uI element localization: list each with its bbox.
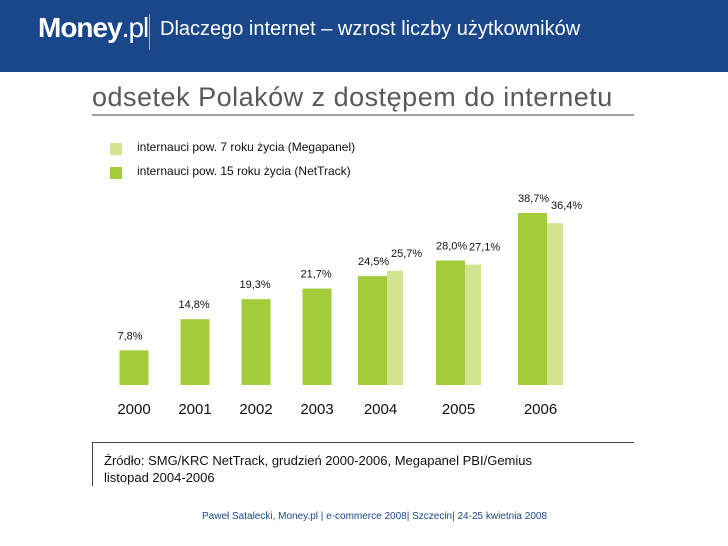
- x-tick-label-2001: 2001: [178, 401, 211, 418]
- data-label-nettrack-2001: 14,8%: [179, 299, 210, 311]
- x-tick-label-2004: 2004: [364, 401, 397, 418]
- data-label-nettrack-2004: 24,5%: [358, 256, 389, 268]
- legend-swatch-megapanel: [110, 143, 122, 155]
- x-tick-label-2003: 2003: [300, 401, 333, 418]
- x-tick-label-2006: 2006: [524, 401, 557, 418]
- legend-label-megapanel: internauci pow. 7 roku życia (Megapanel): [137, 140, 356, 154]
- chart-title: odsetek Polaków z dostępem do internetu: [92, 82, 613, 112]
- money-logo[interactable]: Money.pl: [38, 12, 150, 44]
- x-tick-label-2005: 2005: [442, 401, 475, 418]
- header-divider: [149, 14, 150, 50]
- legend-swatch-nettrack: [110, 167, 122, 179]
- bar-megapanel-2006: [547, 223, 563, 385]
- data-label-megapanel-2005: 27,1%: [469, 242, 500, 254]
- data-label-nettrack-2005: 28,0%: [436, 241, 467, 253]
- source-rule-top: [92, 442, 634, 443]
- source-note: Źródło: SMG/KRC NetTrack, grudzień 2000-…: [104, 452, 624, 486]
- bar-nettrack-2006: [518, 213, 547, 385]
- bar-nettrack-2001: [180, 319, 210, 385]
- bar-nettrack-2003: [302, 288, 332, 385]
- x-tick-label-2000: 2000: [117, 401, 150, 418]
- data-label-megapanel-2004: 25,7%: [391, 248, 422, 260]
- logo-main: Money: [38, 12, 123, 43]
- bar-megapanel-2005: [465, 264, 481, 385]
- bar-nettrack-2004: [358, 276, 387, 385]
- bar-nettrack-2002: [241, 299, 271, 385]
- data-label-nettrack-2006: 38,7%: [518, 193, 549, 205]
- title-underline: [92, 114, 634, 116]
- logo-suffix: .pl: [121, 12, 150, 43]
- header-bar: Money.pl Dlaczego internet – wzrost licz…: [0, 0, 728, 72]
- legend-label-nettrack: internauci pow. 15 roku życia (NetTrack): [137, 164, 351, 178]
- source-line-1: Źródło: SMG/KRC NetTrack, grudzień 2000-…: [104, 453, 532, 468]
- source-line-2: listopad 2004-2006: [104, 470, 215, 485]
- slide-title: Dlaczego internet – wzrost liczby użytko…: [160, 18, 581, 40]
- bar-nettrack-2000: [119, 350, 149, 385]
- data-label-megapanel-2006: 36,4%: [551, 200, 582, 212]
- bar-megapanel-2004: [387, 270, 403, 385]
- bar-nettrack-2005: [436, 260, 465, 385]
- data-label-nettrack-2000: 7,8%: [118, 330, 143, 342]
- source-rule-left: [92, 442, 93, 486]
- data-label-nettrack-2003: 21,7%: [301, 269, 332, 281]
- data-label-nettrack-2002: 19,3%: [240, 279, 271, 291]
- footer-credit: Paweł Satalecki, Money.pl | e-commerce 2…: [202, 511, 547, 522]
- x-tick-label-2002: 2002: [239, 401, 272, 418]
